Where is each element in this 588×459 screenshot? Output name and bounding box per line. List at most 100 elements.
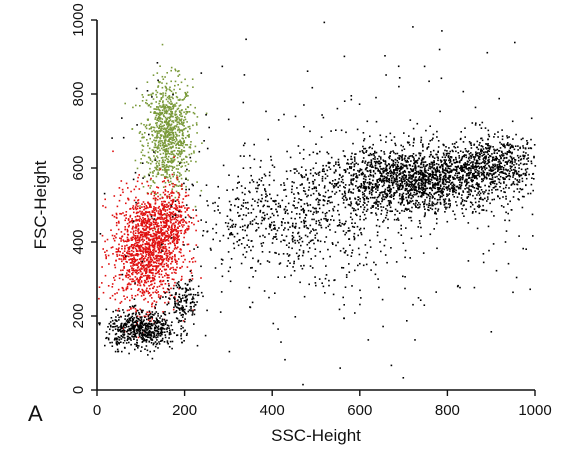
data-point: [374, 172, 377, 175]
data-point: [137, 262, 140, 264]
data-point: [177, 141, 179, 144]
data-point: [183, 320, 186, 323]
data-point: [390, 179, 393, 181]
data-point: [164, 156, 166, 159]
data-point: [350, 178, 353, 181]
data-point: [147, 290, 149, 293]
data-point: [157, 334, 160, 336]
data-point: [152, 197, 155, 200]
data-point: [359, 185, 361, 188]
data-point: [135, 245, 137, 247]
data-point: [140, 337, 143, 339]
data-point: [161, 141, 164, 144]
data-point: [283, 189, 285, 191]
data-point: [154, 116, 157, 119]
data-point: [141, 332, 143, 335]
data-point: [277, 205, 280, 208]
data-point: [145, 345, 148, 347]
data-point: [300, 265, 302, 267]
data-point: [160, 134, 163, 136]
data-point: [293, 260, 295, 263]
data-point: [135, 271, 138, 274]
data-point: [183, 146, 185, 149]
data-point: [350, 203, 353, 205]
data-point: [459, 160, 461, 162]
data-point: [187, 225, 190, 228]
data-point: [171, 173, 174, 176]
data-point: [157, 186, 160, 189]
data-point: [505, 169, 508, 171]
data-point: [352, 192, 354, 194]
data-point: [130, 245, 133, 247]
data-point: [173, 311, 176, 314]
data-point: [518, 164, 520, 166]
data-point: [345, 276, 348, 278]
data-point: [173, 207, 175, 209]
data-point: [269, 225, 272, 227]
data-point: [152, 180, 154, 182]
data-point: [150, 338, 152, 341]
data-point: [153, 108, 155, 110]
data-point: [169, 340, 172, 343]
data-point: [145, 210, 147, 213]
data-point: [182, 241, 184, 243]
data-point: [155, 266, 158, 269]
data-point: [434, 197, 436, 200]
data-point: [240, 185, 243, 187]
data-point: [285, 244, 288, 246]
data-point: [300, 205, 302, 208]
data-point: [172, 223, 174, 225]
data-point: [421, 177, 423, 179]
data-point: [165, 123, 168, 126]
data-point: [179, 320, 182, 322]
data-point: [420, 141, 422, 143]
data-point: [173, 166, 176, 168]
data-point: [167, 264, 169, 266]
data-point: [499, 197, 501, 200]
data-point: [173, 235, 175, 238]
data-point: [173, 186, 176, 188]
data-point: [142, 289, 144, 292]
data-point: [409, 192, 412, 194]
data-point: [244, 229, 246, 232]
data-point: [133, 327, 136, 330]
data-point: [128, 239, 130, 242]
data-point: [357, 264, 359, 267]
data-point: [140, 281, 143, 283]
data-point: [141, 144, 144, 147]
data-point: [148, 323, 151, 325]
data-point: [167, 252, 169, 255]
data-point: [180, 115, 182, 118]
data-point: [308, 283, 310, 286]
data-point: [183, 158, 185, 160]
data-point: [252, 245, 254, 248]
data-point: [163, 253, 166, 255]
data-point: [140, 261, 143, 263]
data-point: [167, 240, 170, 242]
data-point: [480, 148, 482, 151]
data-point: [151, 311, 154, 313]
data-point: [155, 210, 158, 212]
data-point: [177, 303, 179, 306]
data-point: [156, 241, 158, 243]
data-point: [174, 69, 177, 72]
data-point: [157, 312, 159, 315]
data-point: [176, 207, 178, 209]
data-point: [149, 203, 152, 206]
data-point: [145, 225, 147, 227]
data-point: [399, 193, 401, 195]
data-point: [156, 237, 158, 239]
data-point: [132, 269, 134, 272]
data-point: [142, 255, 145, 257]
data-point: [298, 213, 301, 215]
data-point: [444, 198, 447, 200]
data-point: [331, 183, 333, 185]
data-point: [212, 238, 214, 241]
data-point: [185, 110, 188, 113]
data-point: [155, 150, 157, 152]
data-point: [162, 186, 165, 188]
data-point: [286, 253, 289, 255]
data-point: [165, 106, 167, 109]
data-point: [127, 273, 130, 276]
data-point: [172, 268, 175, 271]
